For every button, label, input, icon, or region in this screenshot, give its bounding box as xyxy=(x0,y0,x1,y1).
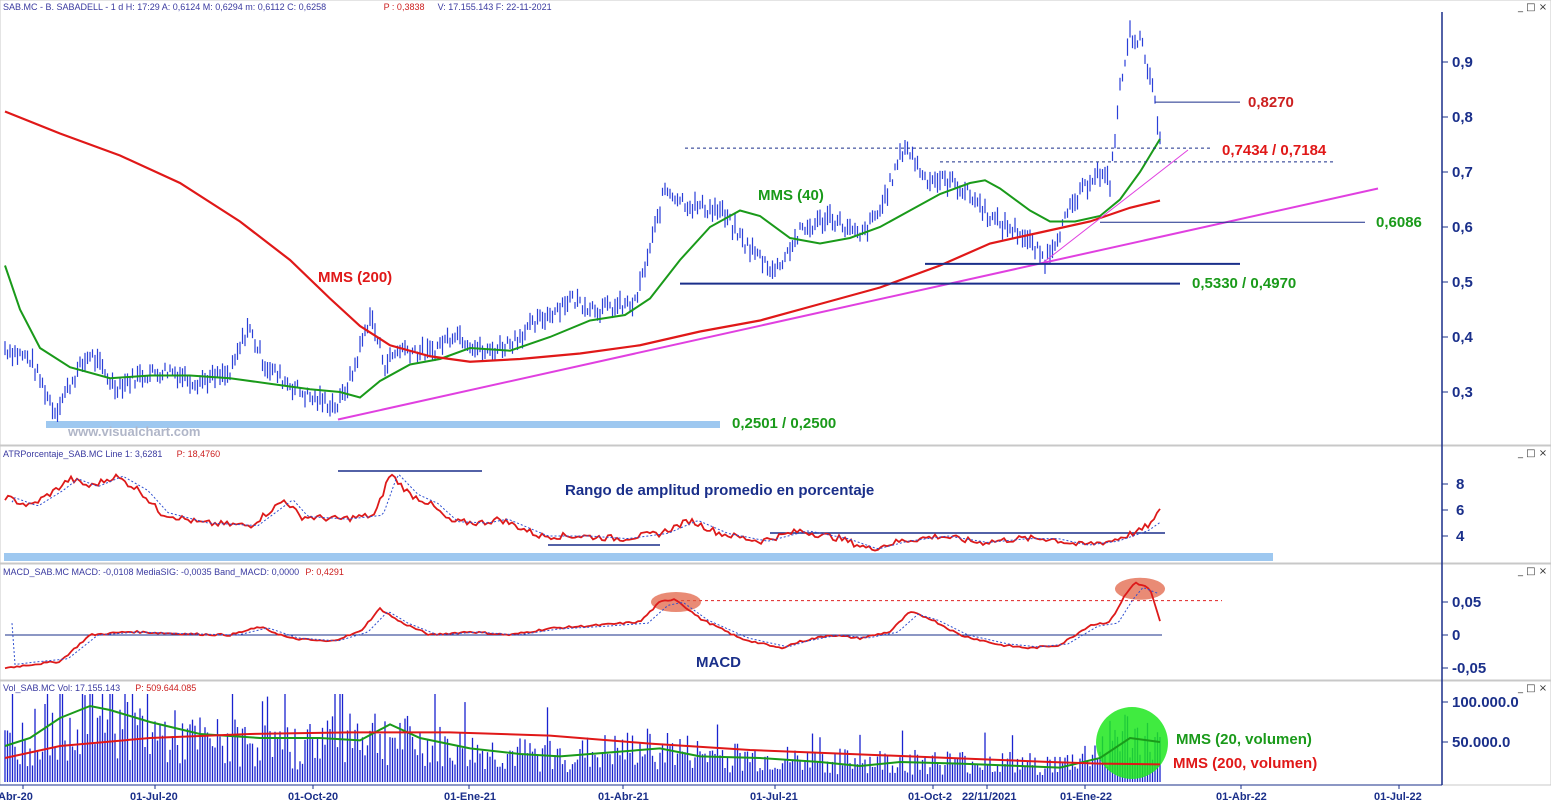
price-tick-label: 0,5 xyxy=(1452,274,1473,291)
window-buttons-2[interactable]: _ □ × xyxy=(1517,566,1547,577)
level-0608-label: 0,6086 xyxy=(1376,214,1422,231)
price-tick-label: 0,6 xyxy=(1452,219,1473,236)
x-tick-label: 01-Ene-21 xyxy=(444,791,496,802)
price-header-tail: V: 17.155.143 F: 22-11-2021 xyxy=(438,2,552,12)
macd-tick-label: -0,05 xyxy=(1452,660,1486,677)
window-buttons-3[interactable]: _ □ × xyxy=(1517,683,1547,694)
x-tick-label: 01-Jul-21 xyxy=(750,791,798,802)
mms40-label: MMS (40) xyxy=(758,187,824,204)
x-tick-label: 01-Oct-20 xyxy=(288,791,338,802)
volume-header-value: P: 509.644.085 xyxy=(135,683,196,693)
macd-panel xyxy=(0,563,1551,681)
x-tick-label: 22/11/2021 xyxy=(962,791,1016,802)
window-buttons-1[interactable]: _ □ × xyxy=(1517,448,1547,459)
price-tick-label: 0,9 xyxy=(1452,54,1473,71)
level-0250-label: 0,2501 / 0,2500 xyxy=(732,415,836,432)
macd-header-value: P: 0,4291 xyxy=(305,567,344,577)
mms40-line xyxy=(4,138,1161,399)
atr-highlight-bar xyxy=(4,553,1273,561)
level-0827-label: 0,8270 xyxy=(1248,94,1294,111)
atr-title: Rango de amplitud promedio en porcentaje xyxy=(565,482,874,499)
x-tick-label: 01-Oct-2 xyxy=(908,791,952,802)
atr-tick-label: 6 xyxy=(1456,502,1464,519)
support-highlight-bar xyxy=(46,421,720,428)
atr-panel xyxy=(0,445,1551,564)
macd-tick-label: 0 xyxy=(1452,627,1460,644)
vol-tick-label: 50.000.0 xyxy=(1452,734,1510,751)
x-tick-label: 01-Ene-22 xyxy=(1060,791,1112,802)
mms200-line xyxy=(4,110,1161,363)
x-tick-label: 01-Abr-22 xyxy=(1216,791,1267,802)
vol-mms20-label: MMS (20, volumen) xyxy=(1176,731,1312,748)
level-0533-label: 0,5330 / 0,4970 xyxy=(1192,275,1296,292)
vol-mms200-label: MMS (200, volumen) xyxy=(1173,755,1317,772)
atr-tick-label: 4 xyxy=(1456,528,1465,545)
level-0743-label: 0,7434 / 0,7184 xyxy=(1222,142,1327,159)
vol-tick-label: 100.000.0 xyxy=(1452,694,1519,711)
atr-signal-line xyxy=(11,473,1162,550)
macd-peak-highlight-2 xyxy=(1115,577,1165,600)
macd-tick-label: 0,05 xyxy=(1452,594,1481,611)
x-tick-label: 01-Jul-20 xyxy=(130,791,178,802)
x-tick-label: 01-Abr-21 xyxy=(598,791,649,802)
watermark: www.visualchart.com xyxy=(67,424,200,439)
vol-mms200-line xyxy=(4,731,1161,766)
vol-mms20-line xyxy=(4,704,1161,769)
macd-title: MACD xyxy=(696,654,741,671)
price-header: SAB.MC - B. SABADELL - 1 d H: 17:29 A: 0… xyxy=(3,2,326,12)
price-header-value: P : 0,3838 xyxy=(384,2,425,12)
macd-signal-line xyxy=(11,586,1159,666)
x-tick-label: Abr-20 xyxy=(0,791,33,802)
volume-header: Vol_SAB.MC Vol: 17.155.143 xyxy=(3,683,120,693)
atr-header-value: P: 18,4760 xyxy=(177,449,221,459)
window-buttons-0[interactable]: _ □ × xyxy=(1517,2,1547,13)
macd-peak-highlight-1 xyxy=(651,592,701,612)
atr-header: ATRPorcentaje_SAB.MC Line 1: 3,6281 xyxy=(3,449,162,459)
long-trendline xyxy=(337,187,1379,421)
mms200-label: MMS (200) xyxy=(318,269,392,286)
short-trendline xyxy=(1042,149,1189,264)
atr-line xyxy=(4,473,1161,552)
x-tick-label: 01-Jul-22 xyxy=(1374,791,1422,802)
price-tick-label: 0,3 xyxy=(1452,384,1473,401)
volume-spike-highlight xyxy=(1096,707,1168,779)
macd-header: MACD_SAB.MC MACD: -0,0108 MediaSIG: -0,0… xyxy=(3,567,299,577)
price-tick-label: 0,4 xyxy=(1452,329,1474,346)
price-tick-label: 0,8 xyxy=(1452,109,1473,126)
price-tick-label: 0,7 xyxy=(1452,164,1473,181)
atr-tick-label: 8 xyxy=(1456,476,1464,493)
